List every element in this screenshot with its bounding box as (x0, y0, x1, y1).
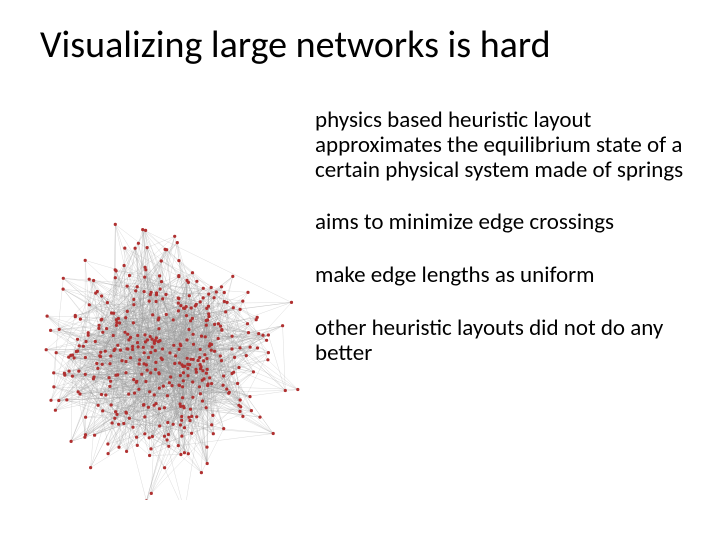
text-block-1: aims to minimize edge crossings (315, 210, 695, 235)
text-block-lead: aims to minimize edge crossings (315, 210, 695, 235)
text-block-2: make edge lengths as uniform (315, 263, 695, 288)
text-block-sub: approximates the equilibrium state of a … (315, 133, 695, 183)
text-block-lead: physics based heuristic layout (315, 108, 695, 133)
slide-title: Visualizing large networks is hard (40, 22, 551, 68)
network-graph (20, 210, 310, 500)
text-block-0: physics based heuristic layout approxima… (315, 108, 695, 182)
text-column: physics based heuristic layout approxima… (315, 108, 695, 394)
text-block-3: other heuristic layouts did not do any b… (315, 316, 695, 366)
network-edges (46, 224, 298, 500)
text-block-lead: other heuristic layouts did not do any b… (315, 316, 695, 366)
slide: Visualizing large networks is hard physi… (0, 0, 720, 540)
text-block-lead: make edge lengths as uniform (315, 263, 695, 288)
